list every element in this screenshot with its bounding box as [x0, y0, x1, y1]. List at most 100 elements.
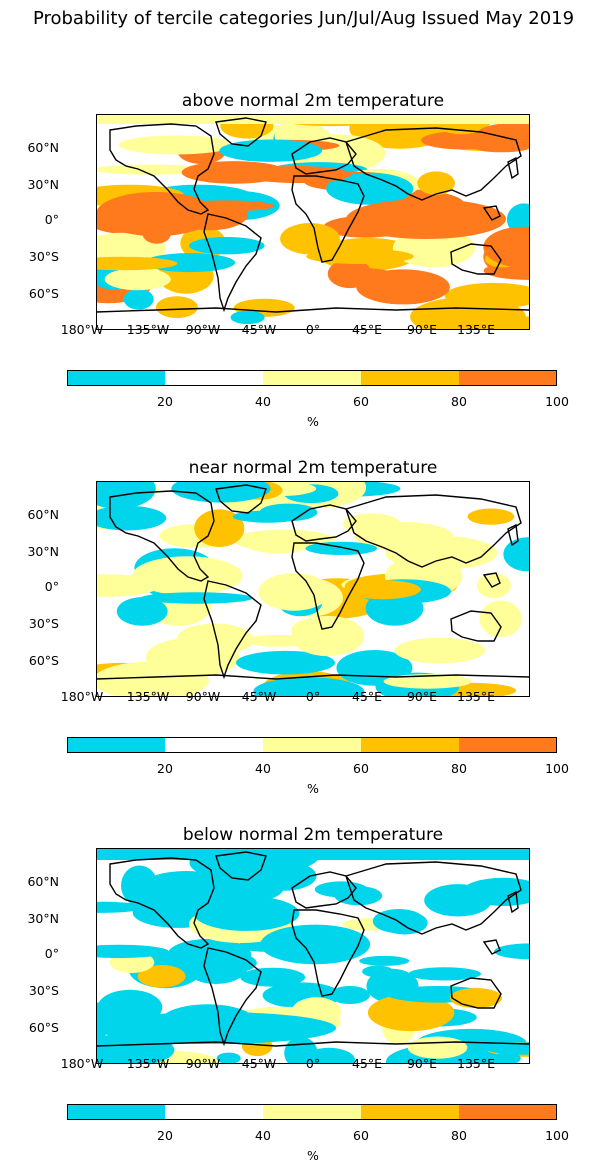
longitude-label: 180°W	[60, 1056, 104, 1071]
colorbar-frame	[67, 737, 557, 753]
colorbar-bin	[361, 370, 459, 386]
probability-patch	[314, 881, 368, 898]
continent-outline	[482, 939, 501, 955]
probability-shading	[96, 848, 530, 1064]
world-map	[96, 848, 530, 1064]
probability-patch	[210, 874, 284, 903]
probability-patch	[291, 615, 365, 657]
longitude-label: 135°E	[456, 322, 496, 337]
probability-shading	[96, 481, 530, 697]
probability-patch	[346, 199, 506, 239]
probability-patch	[485, 1042, 530, 1055]
probability-patch	[381, 911, 428, 935]
probability-patch	[494, 943, 530, 960]
probability-patch	[483, 226, 530, 268]
longitude-label: 0°	[305, 689, 321, 704]
colorbar-bin	[67, 370, 165, 386]
latitude-label: 0°	[44, 212, 59, 227]
longitude-label: 0°	[305, 322, 321, 337]
longitude-label: 90°W	[185, 689, 221, 704]
probability-patch	[216, 1052, 241, 1064]
continent-outline	[203, 947, 262, 1047]
continent-outline	[291, 137, 357, 175]
probability-patch	[219, 139, 322, 162]
latitude-label: 60°N	[27, 507, 59, 522]
probability-patch	[193, 896, 300, 931]
figure-title: Probability of tercile categories Jun/Ju…	[32, 8, 575, 29]
map-frame	[96, 848, 530, 1064]
probability-patch	[329, 986, 370, 1004]
probability-patch	[96, 114, 530, 124]
continent-outline	[109, 123, 215, 215]
continent-outline	[507, 890, 519, 914]
probability-patch	[116, 597, 168, 626]
probability-patch	[96, 848, 530, 860]
longitude-label: 45°W	[241, 689, 277, 704]
probability-patch	[96, 192, 216, 236]
continent-outline	[450, 977, 502, 1009]
latitude-label: 30°N	[27, 544, 59, 559]
probability-patch	[182, 943, 250, 984]
probability-patch	[96, 1012, 336, 1044]
probability-patch	[450, 988, 502, 1008]
colorbar-bin	[67, 1104, 165, 1120]
colorbar-bin	[263, 737, 361, 753]
colorbar-bin	[165, 1104, 263, 1120]
probability-patch	[367, 994, 455, 1032]
probability-patch	[244, 634, 314, 647]
probability-patch	[326, 172, 414, 205]
colorbar-tick-label: 80	[451, 1128, 467, 1143]
colorbar-bin	[263, 370, 361, 386]
probability-patch	[258, 573, 330, 611]
probability-patch	[96, 661, 209, 697]
probability-patch	[230, 310, 265, 325]
continent-outline	[215, 117, 267, 147]
longitude-label: 135°W	[126, 1056, 170, 1071]
latitude-label: 30°S	[28, 616, 59, 631]
probability-patch	[259, 503, 318, 522]
colorbar-tick-label: 80	[451, 761, 467, 776]
latitude-label: 60°N	[27, 140, 59, 155]
probability-patch	[240, 967, 306, 987]
probability-patch	[467, 508, 515, 525]
continent-outline	[507, 156, 519, 180]
colorbar-bin	[459, 1104, 557, 1120]
colorbar-bin	[263, 1104, 361, 1120]
probability-patch	[96, 574, 161, 597]
probability-patch	[383, 674, 472, 689]
probability-patch	[176, 623, 254, 656]
world-map	[96, 481, 530, 697]
colorbar-tick-label: 60	[353, 761, 369, 776]
longitude-label: 90°W	[185, 1056, 221, 1071]
probability-patch	[436, 303, 475, 330]
probability-patch	[330, 268, 393, 280]
latitude-label: 0°	[44, 579, 59, 594]
longitude-label: 135°W	[126, 689, 170, 704]
continent-outline	[507, 523, 519, 547]
colorbar-tick-label: 20	[157, 394, 173, 409]
colorbar-unit-label: %	[307, 781, 319, 796]
map-panel-below: below normal 2m temperature 60°N 30°N 0° 30°…	[0, 825, 607, 1171]
longitude-label: 180°W	[60, 322, 104, 337]
probability-shading	[96, 114, 530, 330]
probability-patch	[461, 877, 530, 906]
probability-patch	[494, 1051, 521, 1064]
longitude-label: 135°E	[456, 689, 496, 704]
probability-patch	[306, 248, 414, 264]
colorbar-unit-label: %	[307, 414, 319, 429]
probability-patch	[444, 282, 530, 309]
panel-title: above normal 2m temperature	[181, 91, 445, 111]
map-panel-near: near normal 2m temperature 60°N 30°N 0° 30°S…	[0, 458, 607, 804]
probability-patch	[260, 924, 371, 965]
longitude-label: 45°E	[351, 1056, 383, 1071]
latitude-label: 30°S	[28, 249, 59, 264]
colorbar	[67, 737, 557, 753]
colorbar-bin	[361, 737, 459, 753]
colorbar-bin	[67, 737, 165, 753]
colorbar-bin	[459, 370, 557, 386]
colorbar-tick-label: 40	[255, 761, 271, 776]
probability-patch	[118, 135, 234, 155]
continent-outline	[291, 542, 365, 630]
probability-patch	[171, 481, 271, 503]
continent-outline	[450, 610, 502, 642]
